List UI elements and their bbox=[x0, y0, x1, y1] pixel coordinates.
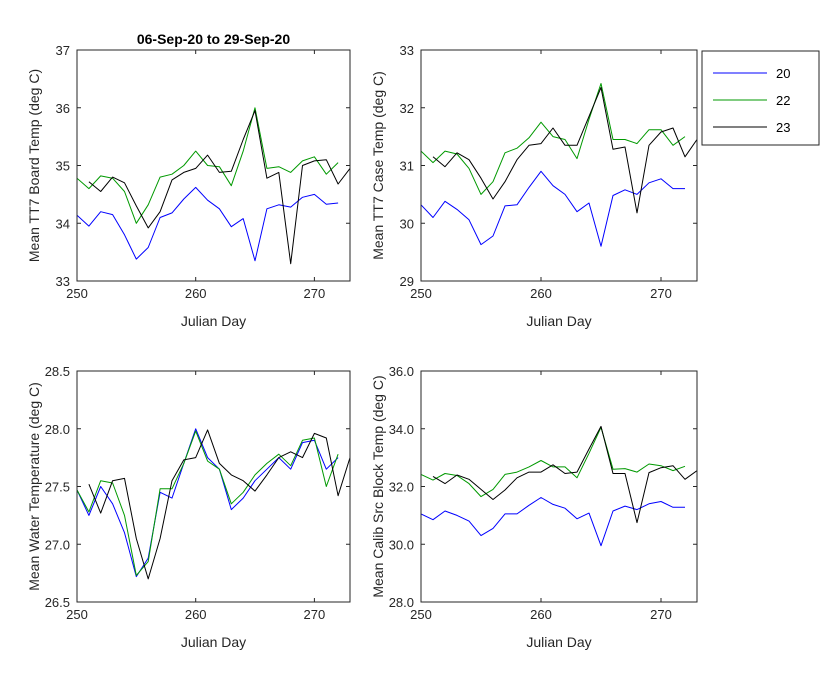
series-line-22 bbox=[421, 83, 686, 195]
y-tick-label: 28.5 bbox=[45, 364, 70, 379]
x-tick-label: 270 bbox=[650, 607, 672, 622]
plot-area bbox=[420, 370, 698, 603]
x-axis-label: Julian Day bbox=[181, 313, 246, 329]
y-tick-label: 28.0 bbox=[45, 422, 70, 437]
x-tick-label: 250 bbox=[66, 607, 88, 622]
y-tick-label: 36 bbox=[56, 101, 70, 116]
series-line-22 bbox=[77, 430, 339, 576]
y-tick-label: 32 bbox=[400, 101, 414, 116]
chart-2: 250 260 270 29 30 31 32 33 Julian Day Mean TT7 Ca… bbox=[370, 43, 698, 329]
y-tick-label: 27.5 bbox=[45, 480, 70, 495]
series-line-20 bbox=[77, 428, 339, 578]
y-axis-label: Mean Calib Src Block Temp (deg C) bbox=[370, 375, 386, 597]
x-tick-label: 270 bbox=[304, 607, 326, 622]
y-tick-label: 26.5 bbox=[45, 595, 70, 610]
x-tick-label: 250 bbox=[410, 607, 432, 622]
y-tick-label: 29 bbox=[400, 274, 414, 289]
series-group bbox=[421, 425, 697, 547]
y-tick-label: 32.0 bbox=[389, 480, 414, 495]
y-tick-label: 31 bbox=[400, 159, 414, 174]
x-axis-label: Julian Day bbox=[181, 634, 246, 650]
plot-area bbox=[76, 370, 351, 603]
series-line-23 bbox=[432, 425, 697, 524]
legend-label-23: 23 bbox=[776, 120, 790, 135]
chart-3: 250 260 270 26.5 27.0 27.5 28.0 28.5 Julian Day M… bbox=[26, 364, 351, 650]
series-group bbox=[77, 428, 350, 580]
y-tick-label: 37 bbox=[56, 43, 70, 58]
chart-1: 250 260 270 33 34 35 36 37 Julian Day Mean TT7 Bo… bbox=[26, 31, 351, 329]
x-tick-label: 260 bbox=[530, 607, 552, 622]
chart-title: 06-Sep-20 to 29-Sep-20 bbox=[137, 31, 290, 47]
y-tick-label: 33 bbox=[56, 274, 70, 289]
y-axis-label: Mean TT7 Board Temp (deg C) bbox=[26, 69, 42, 262]
x-tick-label: 260 bbox=[185, 607, 207, 622]
series-line-23 bbox=[432, 87, 697, 214]
x-axis-label: Julian Day bbox=[526, 634, 591, 650]
series-line-22 bbox=[77, 107, 339, 224]
x-tick-label: 270 bbox=[650, 286, 672, 301]
y-axis-label: Mean Water Temperature (deg C) bbox=[26, 382, 42, 591]
series-group bbox=[421, 83, 697, 247]
legend-box bbox=[701, 50, 820, 146]
y-tick-label: 30 bbox=[400, 216, 414, 231]
chart-4: 250 260 270 28.0 30.0 32.0 34.0 36.0 Julian Day M… bbox=[370, 364, 698, 650]
x-tick-label: 260 bbox=[185, 286, 207, 301]
y-tick-label: 34 bbox=[56, 216, 70, 231]
series-group bbox=[77, 107, 350, 265]
x-tick-label: 260 bbox=[530, 286, 552, 301]
plot-area bbox=[76, 49, 351, 282]
x-axis-label: Julian Day bbox=[526, 313, 591, 329]
x-tick-label: 270 bbox=[304, 286, 326, 301]
series-line-23 bbox=[88, 110, 350, 265]
series-line-22 bbox=[421, 426, 686, 498]
y-tick-label: 34.0 bbox=[389, 422, 414, 437]
y-tick-label: 33 bbox=[400, 43, 414, 58]
y-tick-label: 28.0 bbox=[389, 595, 414, 610]
y-tick-label: 27.0 bbox=[45, 537, 70, 552]
legend-label-22: 22 bbox=[776, 93, 790, 108]
series-line-20 bbox=[77, 186, 339, 262]
y-axis-label: Mean TT7 Case Temp (deg C) bbox=[370, 71, 386, 260]
x-tick-label: 250 bbox=[66, 286, 88, 301]
legend: 20 22 23 bbox=[701, 50, 820, 146]
y-tick-label: 30.0 bbox=[389, 537, 414, 552]
series-line-23 bbox=[88, 429, 350, 580]
plot-area bbox=[420, 49, 698, 282]
legend-label-20: 20 bbox=[776, 66, 790, 81]
y-tick-label: 35 bbox=[56, 159, 70, 174]
x-tick-label: 250 bbox=[410, 286, 432, 301]
y-tick-label: 36.0 bbox=[389, 364, 414, 379]
